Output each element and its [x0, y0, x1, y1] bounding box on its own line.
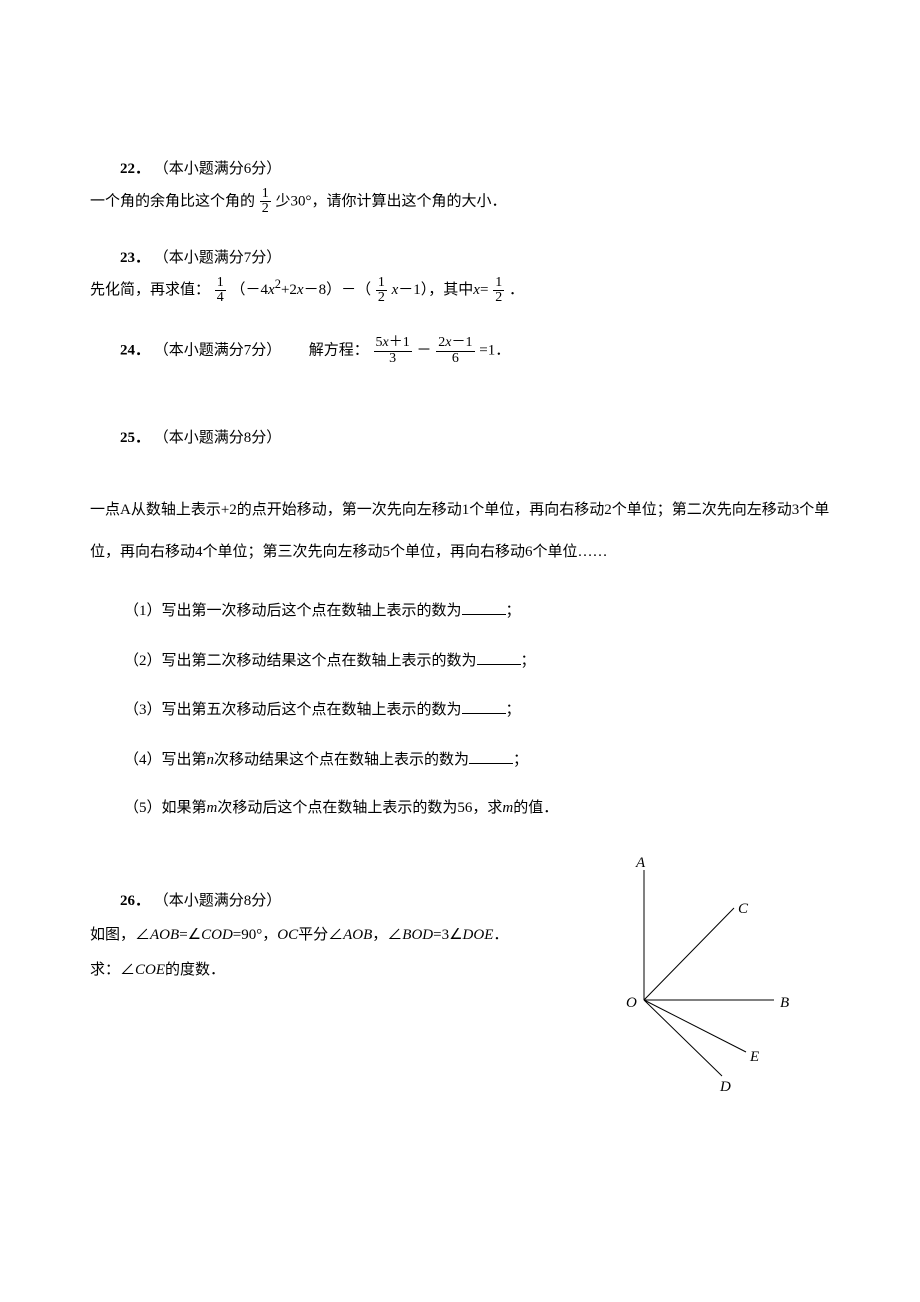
q26-number: 26．	[120, 893, 150, 909]
angle-diagram: A B C D E O	[624, 870, 794, 1090]
q25-sub1: （1）写出第一次移动后这个点在数轴上表示的数为；	[124, 599, 830, 623]
q25-sub4: （4）写出第n次移动结果这个点在数轴上表示的数为；	[124, 748, 830, 772]
q23-pre: 先化简，再求值：	[90, 282, 210, 298]
label-O: O	[626, 992, 637, 1015]
q23-body: 先化简，再求值： 1 4 （－4x2+2x－8）－（ 1 2 x－1），其中x=…	[90, 275, 830, 306]
q23-number: 23．	[120, 250, 150, 266]
label-E: E	[750, 1046, 759, 1069]
q24-tail: =1．	[479, 343, 510, 359]
q25-sub2: （2）写出第二次移动结果这个点在数轴上表示的数为；	[124, 649, 830, 673]
label-B: B	[780, 992, 789, 1015]
q25-number: 25．	[120, 430, 150, 446]
label-D: D	[720, 1076, 731, 1099]
q24: 24． （本小题满分7分） 解方程： 5x＋1 3 － 2x－1 6 =1．	[120, 336, 830, 366]
exam-page: 22． （本小题满分6分） 一个角的余角比这个角的 1 2 少30°，请你计算出…	[0, 0, 920, 1302]
q22-frac: 1 2	[260, 187, 271, 217]
q22-header: 22． （本小题满分6分）	[120, 158, 830, 181]
q22-pre: 一个角的余角比这个角的	[90, 193, 255, 209]
q23-head-text: （本小题满分7分）	[154, 250, 282, 266]
blank	[477, 649, 521, 665]
blank	[469, 748, 513, 764]
q24-number: 24．	[120, 343, 150, 359]
q23-mid1: （－4	[231, 282, 269, 298]
frac-den: 2	[260, 201, 271, 217]
label-C: C	[738, 898, 748, 921]
q23-frac3: 1 2	[493, 276, 504, 306]
blank	[462, 599, 506, 615]
q25-sub5: （5）如果第m次移动后这个点在数轴上表示的数为56，求m的值．	[124, 797, 830, 820]
q23-frac2: 1 2	[376, 276, 387, 306]
q25-header: 25． （本小题满分8分）	[120, 427, 830, 450]
q22-head-text: （本小题满分6分）	[154, 161, 282, 177]
frac-num: 1	[260, 187, 271, 202]
q24-minus: －	[417, 343, 432, 359]
diagram-svg	[624, 870, 794, 1090]
q22-post: 少30°，请你计算出这个角的大小．	[276, 193, 507, 209]
q23-frac1: 1 4	[215, 276, 226, 306]
q24-solve: 解方程：	[309, 343, 369, 359]
q25-intro: 一点A从数轴上表示+2的点开始移动，第一次先向左移动1个单位，再向右移动2个单位…	[90, 489, 830, 573]
q24-frac2: 2x－1 6	[436, 336, 474, 366]
q26-text: 如图，∠AOB=∠COD=90°，OC平分∠AOB，∠BOD=3∠DOE． 求：…	[90, 924, 610, 981]
q26: 26． （本小题满分8分） 如图，∠AOB=∠COD=90°，OC平分∠AOB，…	[90, 890, 830, 982]
q25-head-text: （本小题满分8分）	[154, 430, 282, 446]
blank	[462, 698, 506, 714]
label-A: A	[636, 852, 645, 875]
q24-frac1: 5x＋1 3	[374, 336, 412, 366]
q25-sub3: （3）写出第五次移动后这个点在数轴上表示的数为；	[124, 698, 830, 722]
q22-body: 一个角的余角比这个角的 1 2 少30°，请你计算出这个角的大小．	[90, 187, 830, 217]
q23-header: 23． （本小题满分7分）	[120, 247, 830, 270]
q22-number: 22．	[120, 161, 150, 177]
q24-head-text: （本小题满分7分）	[154, 343, 282, 359]
q26-head-text: （本小题满分8分）	[154, 893, 282, 909]
